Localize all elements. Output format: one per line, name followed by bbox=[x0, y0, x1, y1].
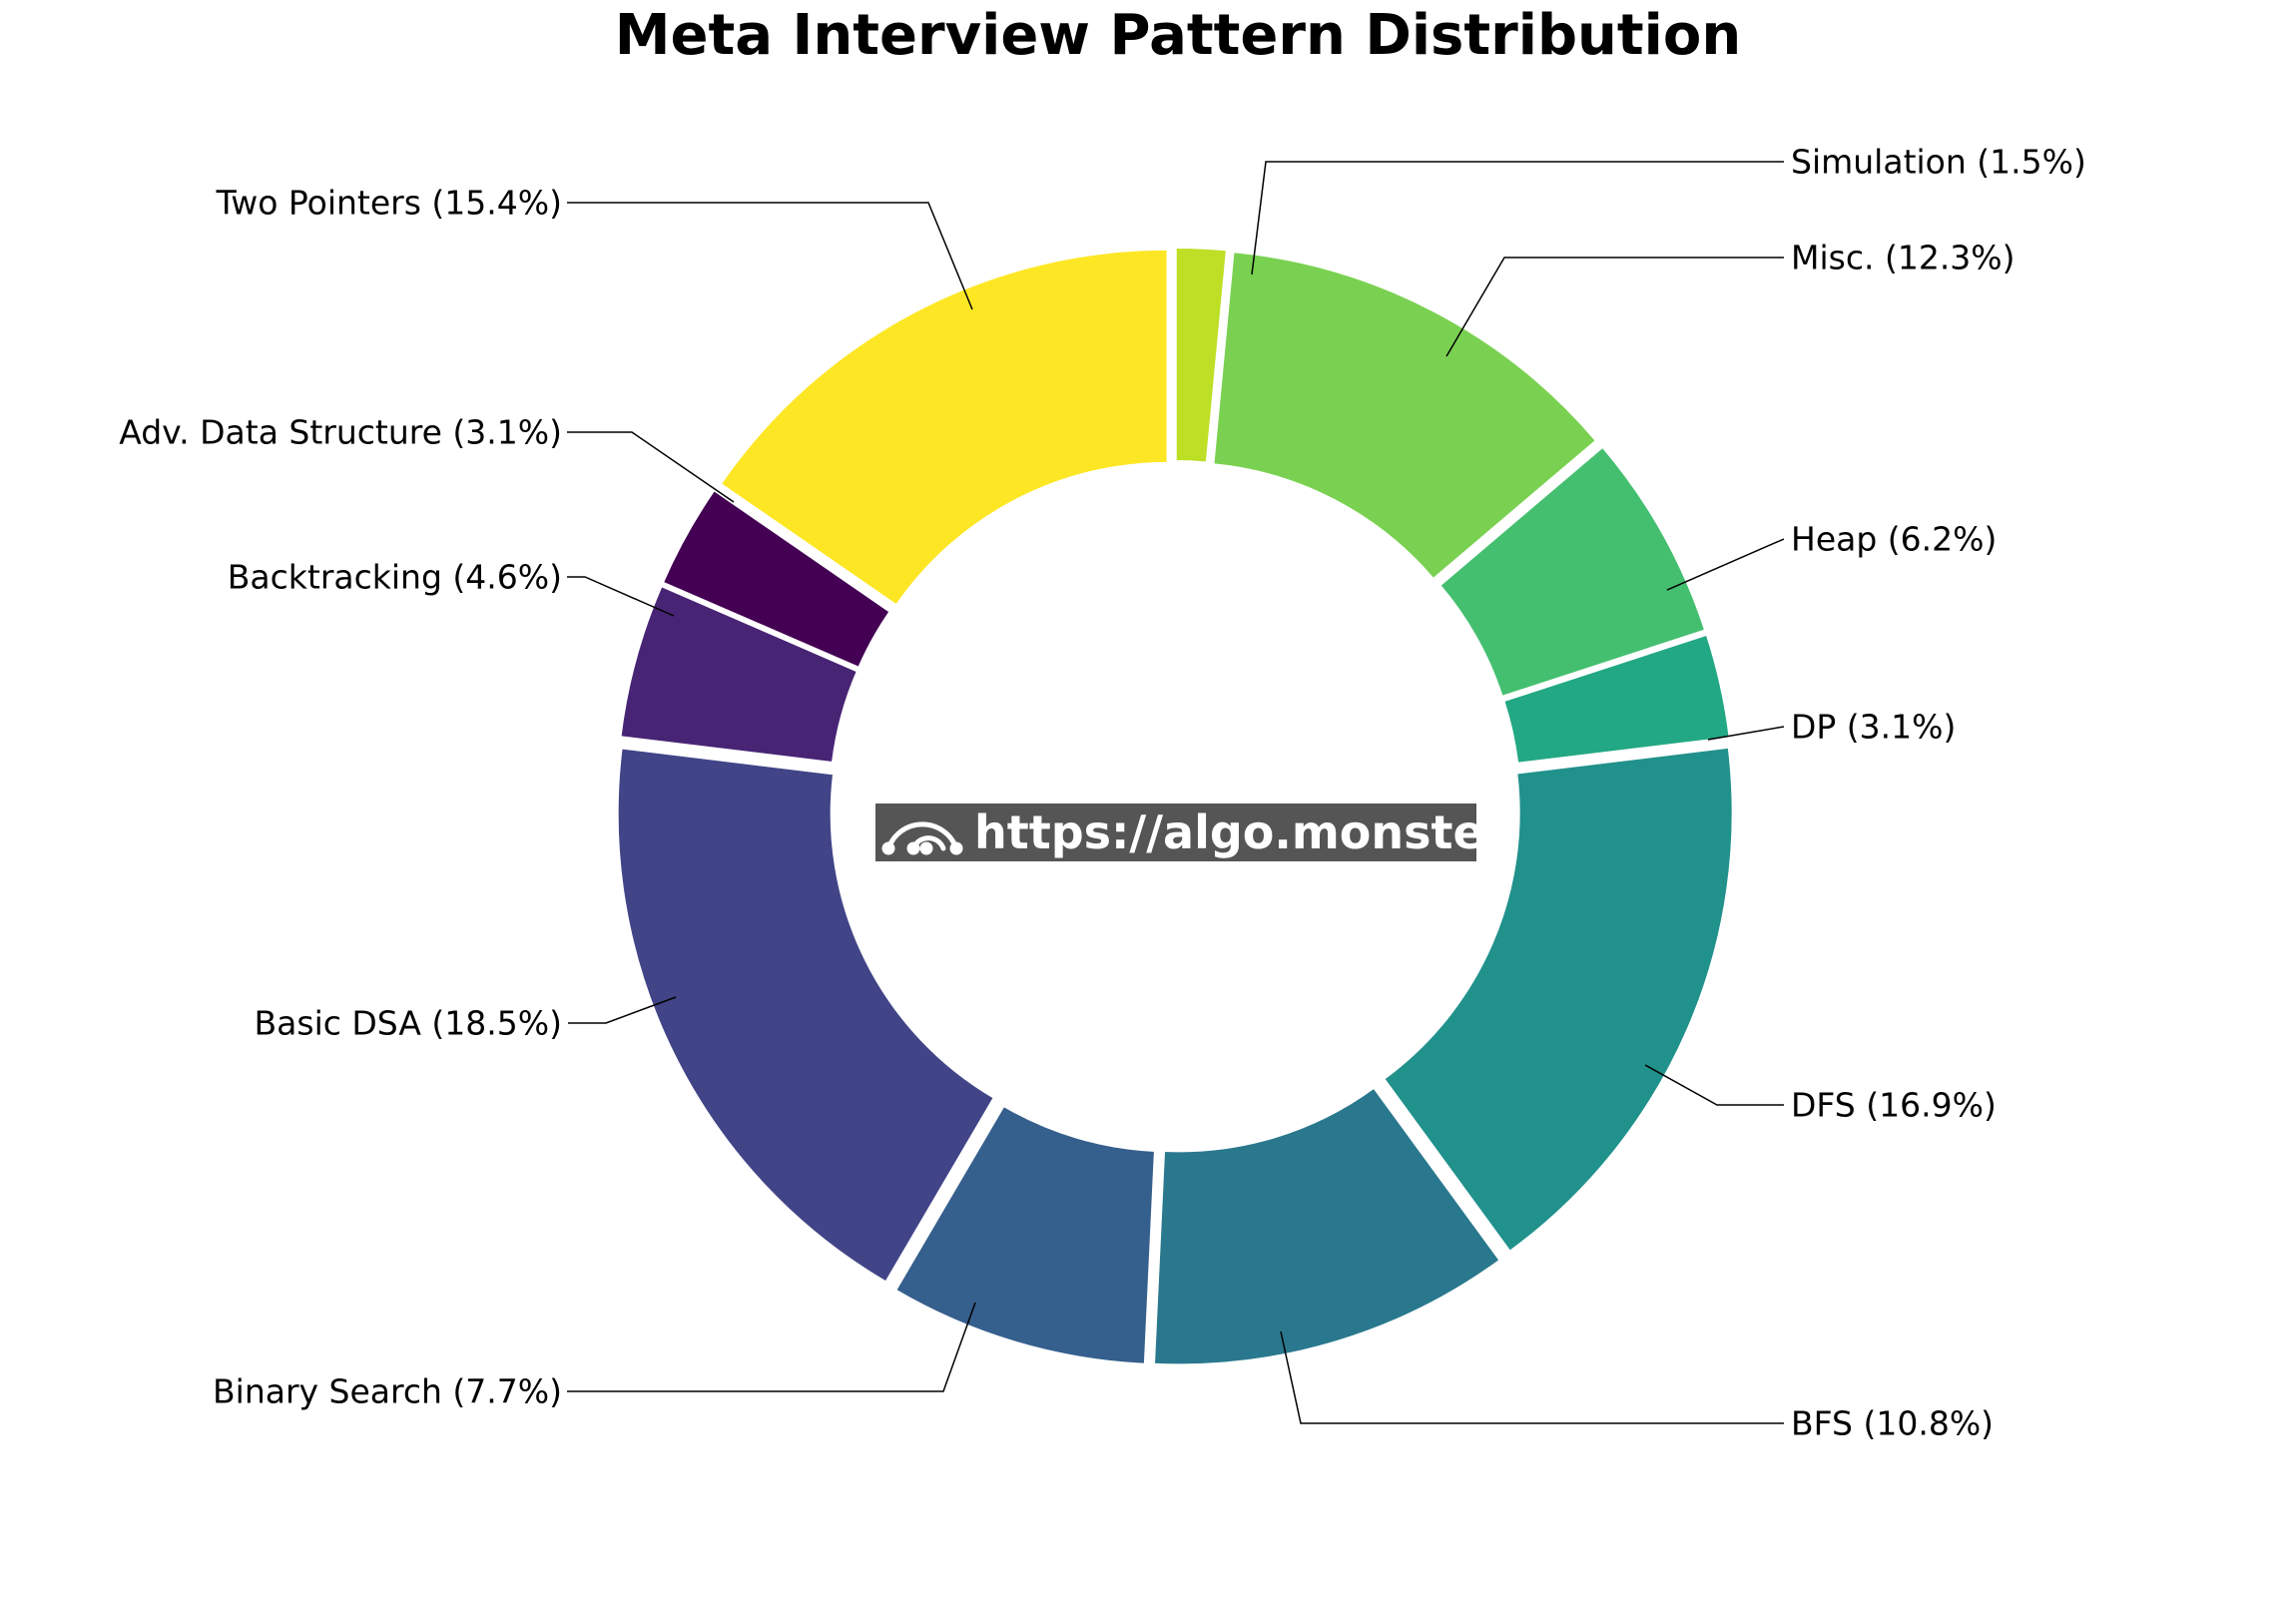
leader-line bbox=[1644, 1064, 1784, 1106]
leader-line bbox=[567, 431, 735, 503]
slice-label: Two Pointers (15.4%) bbox=[216, 184, 562, 223]
leader-line bbox=[1280, 1331, 1784, 1424]
leader-line bbox=[567, 202, 973, 310]
wedge-heap bbox=[1437, 445, 1707, 699]
slice-label: Misc. (12.3%) bbox=[1791, 239, 2015, 277]
slice-label: Basic DSA (18.5%) bbox=[255, 1004, 562, 1043]
slice-label: Simulation (1.5%) bbox=[1791, 143, 2086, 182]
wedge-two-pointers bbox=[719, 248, 1169, 607]
wedge-misc bbox=[1212, 251, 1598, 581]
watermark-text: https://algo.monster bbox=[974, 805, 1507, 859]
slice-label: Backtracking (4.6%) bbox=[228, 558, 562, 597]
leader-line bbox=[1666, 538, 1785, 591]
slice-label: Binary Search (7.7%) bbox=[213, 1372, 562, 1411]
algo-monster-logo-icon bbox=[881, 821, 963, 855]
leader-lines bbox=[567, 161, 1785, 1424]
leader-line bbox=[567, 1302, 976, 1392]
leader-line bbox=[1445, 257, 1784, 357]
leader-line bbox=[567, 576, 675, 617]
wedge-basic-dsa bbox=[616, 747, 996, 1284]
leader-line bbox=[1251, 161, 1784, 275]
slice-label: DFS (16.9%) bbox=[1791, 1086, 1997, 1125]
slice-labels: Two Pointers (15.4%) Adv. Data Structure … bbox=[119, 143, 2086, 1443]
leader-line bbox=[568, 996, 677, 1024]
watermark: https://algo.monster bbox=[875, 803, 1507, 861]
wedge-dp bbox=[1502, 633, 1731, 765]
wedge-bfs bbox=[1152, 1086, 1501, 1366]
watermark-background bbox=[875, 803, 1476, 861]
wedge-adv-data-structure bbox=[661, 488, 891, 670]
wedge-binary-search bbox=[893, 1104, 1156, 1365]
leader-line bbox=[1707, 726, 1785, 741]
slice-label: Heap (6.2%) bbox=[1791, 520, 1997, 559]
slice-label: DP (3.1%) bbox=[1791, 708, 1956, 747]
donut-wedges bbox=[616, 247, 1734, 1366]
chart-title: Meta Interview Pattern Distribution bbox=[615, 3, 1741, 68]
slice-label: BFS (10.8%) bbox=[1791, 1404, 1994, 1443]
wedge-dfs bbox=[1382, 746, 1734, 1254]
slice-label: Adv. Data Structure (3.1%) bbox=[119, 413, 562, 452]
wedge-simulation bbox=[1174, 247, 1228, 464]
wedge-backtracking bbox=[619, 584, 860, 765]
